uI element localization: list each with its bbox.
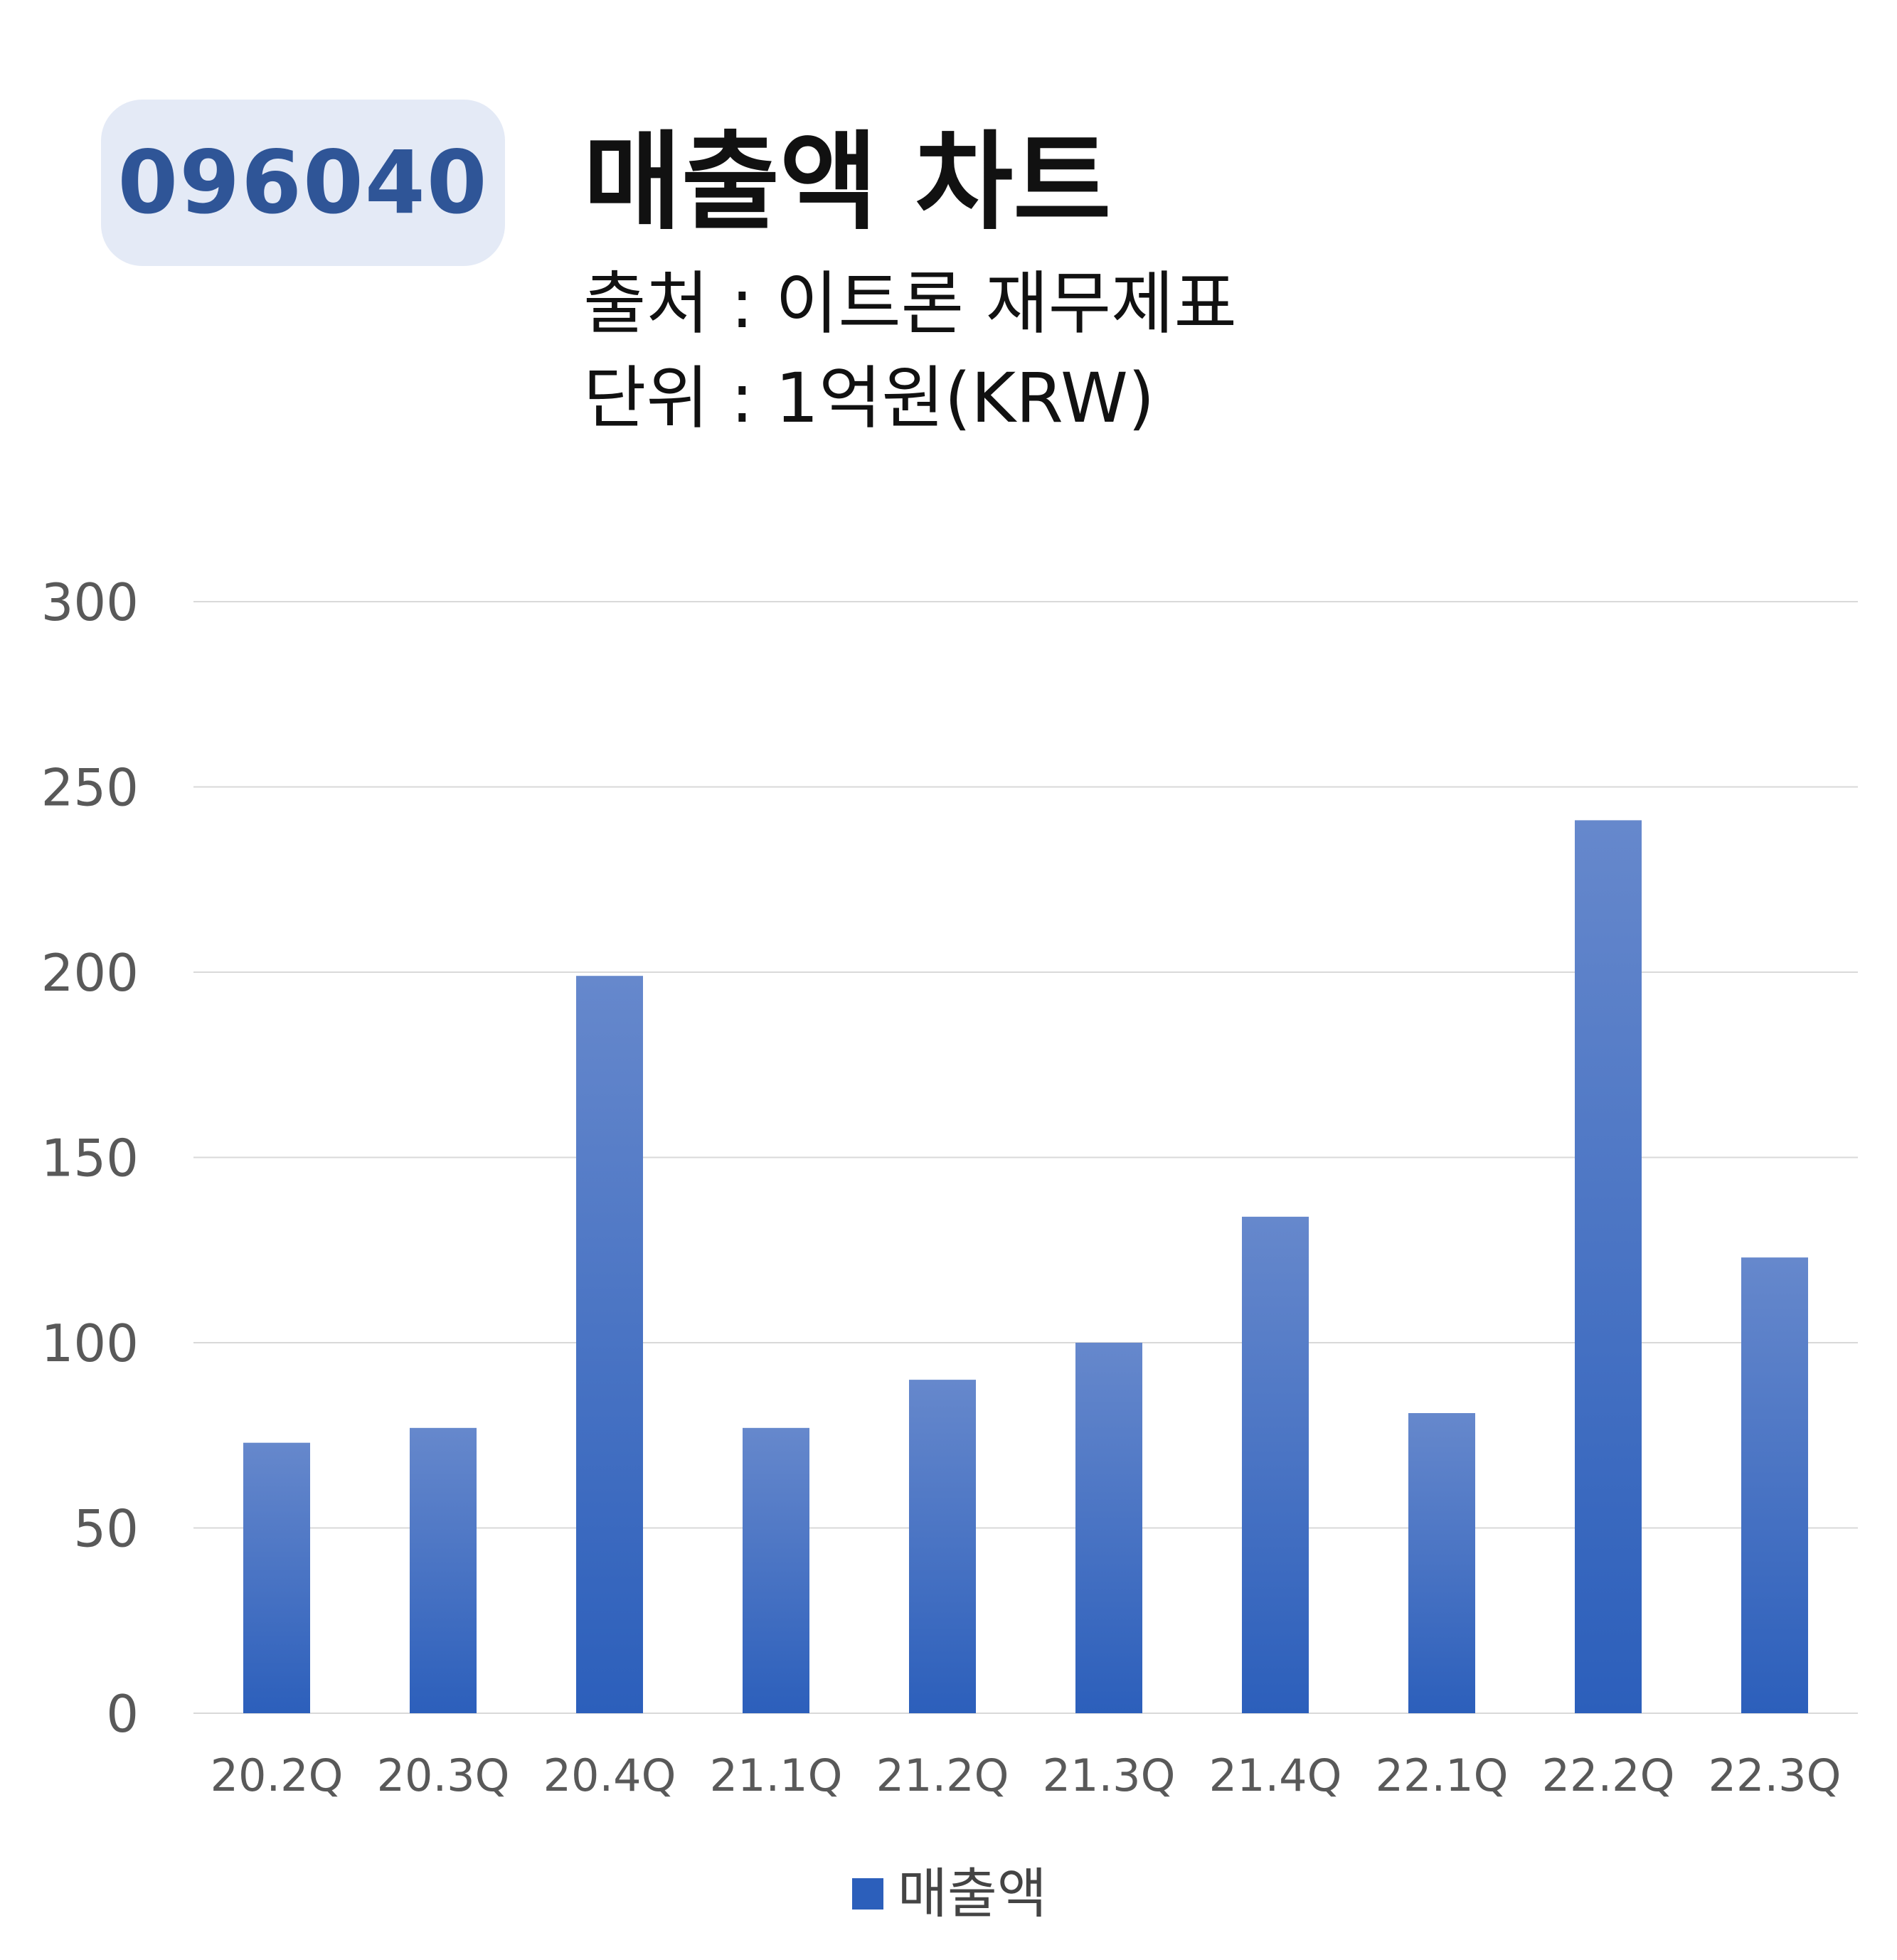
y-tick-label: 100 [41, 1314, 139, 1373]
bar-21.1Q [743, 1427, 809, 1713]
bar-21.4Q [1242, 1216, 1309, 1713]
bar-20.2Q [243, 1442, 310, 1713]
bar-22.3Q [1741, 1257, 1808, 1713]
x-tick-label: 21.2Q [876, 1749, 1009, 1801]
x-tick-label: 21.4Q [1209, 1749, 1342, 1801]
legend-swatch [852, 1878, 883, 1910]
source-note: 출처 : 이트론 재무제표 [583, 264, 1237, 343]
bar-22.2Q [1575, 820, 1642, 1713]
y-tick-label: 250 [41, 758, 139, 818]
x-tick-label: 22.2Q [1542, 1749, 1675, 1801]
bars [243, 820, 1808, 1713]
y-tick-label: 150 [41, 1129, 139, 1188]
y-tick-label: 300 [41, 572, 139, 632]
bar-20.4Q [576, 976, 643, 1713]
stock-code-badge: 096040 [101, 100, 505, 266]
legend: 매출액 [852, 1862, 1047, 1926]
y-tick-label: 0 [106, 1684, 139, 1744]
unit-note: 단위 : 1억원(KRW) [583, 358, 1155, 438]
x-tick-label: 20.4Q [543, 1749, 676, 1801]
x-tick-label: 21.3Q [1043, 1749, 1176, 1801]
bar-21.3Q [1075, 1343, 1142, 1713]
y-tick-label: 200 [41, 943, 139, 1003]
bar-22.1Q [1408, 1412, 1475, 1713]
x-tick-label: 21.1Q [710, 1749, 843, 1801]
y-axis-tick-labels: 0 50 100 150 200 250 300 [41, 572, 139, 1744]
y-tick-label: 50 [73, 1499, 139, 1559]
chart-title: 매출액 차트 [583, 121, 1112, 245]
x-tick-label: 22.1Q [1376, 1749, 1509, 1801]
x-tick-label: 20.2Q [211, 1749, 344, 1801]
bar-21.2Q [909, 1380, 976, 1713]
legend-label: 매출액 [898, 1862, 1047, 1925]
x-axis-tick-labels: 20.2Q 20.3Q 20.4Q 21.1Q 21.2Q 21.3Q 21.4Q 22.1Q… [211, 1749, 1842, 1801]
bar-20.3Q [410, 1427, 477, 1713]
x-tick-label: 22.3Q [1709, 1749, 1842, 1801]
x-tick-label: 20.3Q [377, 1749, 510, 1801]
